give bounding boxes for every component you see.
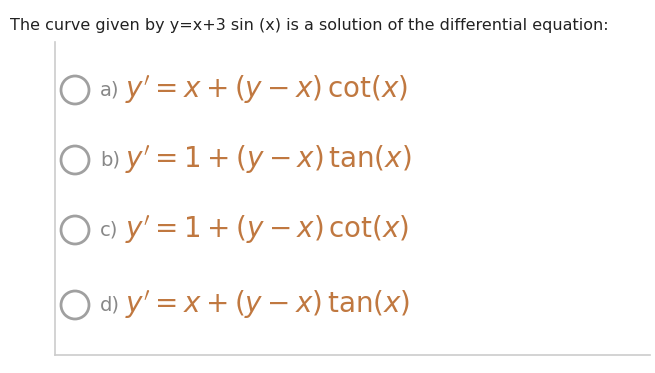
Text: $y' = x + (y-x)\,\cot(x)$: $y' = x + (y-x)\,\cot(x)$ <box>125 74 408 106</box>
Text: c): c) <box>100 220 119 239</box>
Text: b): b) <box>100 150 120 169</box>
Text: d): d) <box>100 295 120 314</box>
Text: $y' = x + (y-x)\,\tan(x)$: $y' = x + (y-x)\,\tan(x)$ <box>125 289 410 321</box>
Text: $y' = 1 + (y-x)\,\tan(x)$: $y' = 1 + (y-x)\,\tan(x)$ <box>125 144 411 176</box>
Text: a): a) <box>100 81 119 100</box>
Text: $y' = 1 + (y-x)\,\cot(x)$: $y' = 1 + (y-x)\,\cot(x)$ <box>125 214 409 246</box>
Text: The curve given by y=x+3 sin (x) is a solution of the differential equation:: The curve given by y=x+3 sin (x) is a so… <box>10 18 608 33</box>
